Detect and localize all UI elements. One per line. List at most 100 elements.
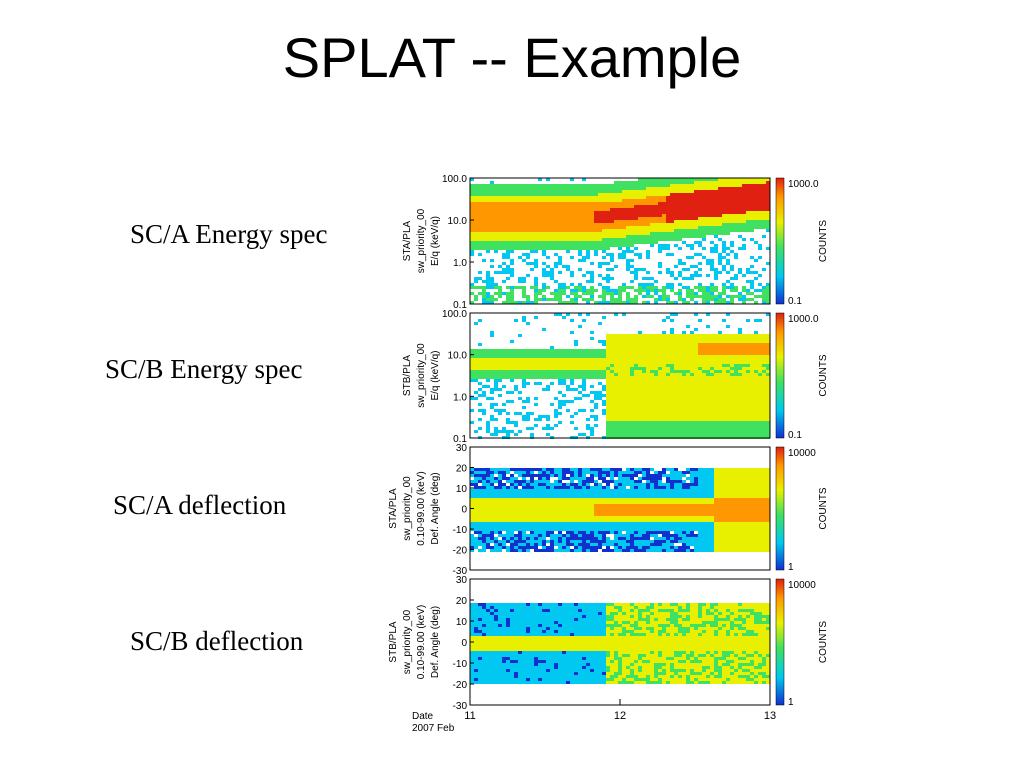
data-cell — [470, 301, 474, 304]
data-cell — [534, 492, 538, 495]
data-cell — [734, 214, 738, 217]
data-cell — [522, 208, 526, 211]
data-cell — [558, 477, 562, 480]
data-cell — [530, 262, 534, 265]
data-cell — [518, 205, 522, 208]
data-cell — [562, 232, 566, 235]
data-cell — [762, 211, 766, 214]
data-cell — [686, 292, 690, 295]
data-cell — [546, 196, 550, 199]
data-cell — [610, 361, 614, 364]
data-cell — [638, 334, 642, 337]
data-cell — [662, 196, 666, 199]
data-cell — [742, 214, 746, 217]
data-cell — [486, 202, 490, 205]
data-cell — [474, 349, 478, 352]
data-cell — [766, 388, 770, 391]
data-cell — [526, 184, 530, 187]
data-cell — [674, 217, 678, 220]
data-cell — [734, 220, 738, 223]
data-cell — [538, 513, 542, 516]
data-cell — [526, 253, 530, 256]
data-cell — [526, 516, 530, 519]
data-cell — [574, 199, 578, 202]
data-cell — [746, 403, 750, 406]
data-cell — [598, 376, 602, 379]
data-cell — [602, 349, 606, 352]
data-cell — [582, 352, 586, 355]
data-cell — [726, 202, 730, 205]
data-cell — [698, 274, 702, 277]
data-cell — [642, 187, 646, 190]
data-cell — [734, 388, 738, 391]
data-cell — [510, 480, 514, 483]
data-cell — [754, 367, 758, 370]
data-cell — [562, 486, 566, 489]
data-cell — [674, 337, 678, 340]
data-cell — [746, 211, 750, 214]
data-cell — [642, 199, 646, 202]
data-cell — [530, 433, 534, 436]
data-cell — [754, 346, 758, 349]
data-cell — [690, 217, 694, 220]
data-cell — [526, 537, 530, 540]
data-cell — [670, 199, 674, 202]
data-cell — [566, 238, 570, 241]
data-cell — [514, 537, 518, 540]
data-cell — [766, 382, 770, 385]
data-cell — [618, 238, 622, 241]
data-cell — [638, 223, 642, 226]
data-cell — [734, 217, 738, 220]
data-cell — [614, 193, 618, 196]
data-cell — [578, 385, 582, 388]
data-cell — [574, 184, 578, 187]
data-cell — [522, 477, 526, 480]
data-cell — [490, 349, 494, 352]
data-cell — [578, 510, 582, 513]
data-cell — [754, 178, 758, 181]
data-cell — [474, 528, 478, 531]
data-cell — [534, 262, 538, 265]
data-cell — [738, 214, 742, 217]
data-cell — [642, 295, 646, 298]
data-cell — [658, 178, 662, 181]
data-cell — [722, 178, 726, 181]
data-cell — [570, 199, 574, 202]
data-cell — [730, 370, 734, 373]
data-cell — [626, 193, 630, 196]
data-cell — [754, 211, 758, 214]
data-cell — [602, 385, 606, 388]
data-cell — [498, 190, 502, 193]
data-cell — [490, 334, 494, 337]
data-cell — [618, 244, 622, 247]
data-cell — [606, 235, 610, 238]
data-cell — [502, 193, 506, 196]
colorbar-label: COUNTS — [818, 220, 829, 263]
data-cell — [502, 301, 506, 304]
data-cell — [618, 235, 622, 238]
data-cell — [506, 295, 510, 298]
data-cell — [710, 295, 714, 298]
data-cell — [566, 516, 570, 519]
data-cell — [470, 373, 474, 376]
data-cell — [658, 403, 662, 406]
data-cell — [494, 244, 498, 247]
data-cell — [738, 370, 742, 373]
data-cell — [726, 232, 730, 235]
data-cell — [566, 244, 570, 247]
data-cell — [510, 376, 514, 379]
data-cell — [642, 223, 646, 226]
data-cell — [470, 214, 474, 217]
data-cell — [650, 214, 654, 217]
data-cell — [478, 229, 482, 232]
data-cell — [566, 313, 570, 316]
data-cell — [610, 379, 614, 382]
data-cell — [682, 223, 686, 226]
data-cell — [614, 349, 618, 352]
data-cell — [526, 373, 530, 376]
data-cell — [650, 421, 654, 424]
data-cell — [558, 376, 562, 379]
data-cell — [478, 184, 482, 187]
data-cell — [686, 256, 690, 259]
data-cell — [518, 286, 522, 289]
